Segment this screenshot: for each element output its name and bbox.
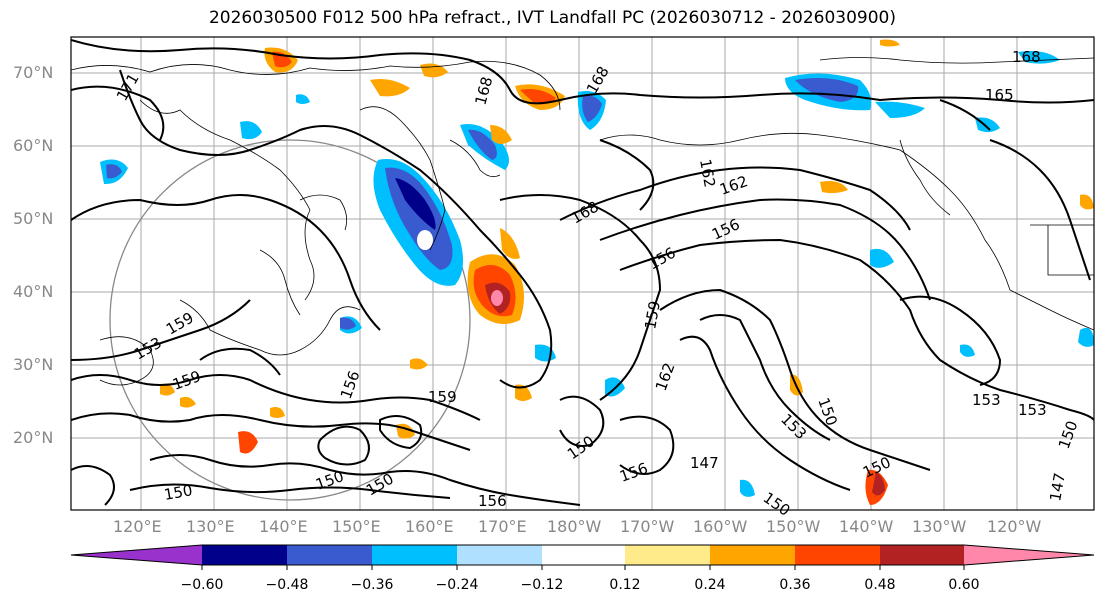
contour-label: 168 (1012, 48, 1041, 66)
lon-label: 170°E (478, 517, 527, 536)
lon-label: 150°E (332, 517, 381, 536)
lat-label: 60°N (13, 136, 54, 155)
pc-shading (100, 39, 1094, 505)
lon-label: 130°E (186, 517, 235, 536)
lon-label: 140°E (259, 517, 308, 536)
lon-label: 130°W (912, 517, 967, 536)
contour-label: 153 (972, 391, 1001, 409)
lat-label: 30°N (13, 355, 54, 374)
lat-label: 40°N (13, 282, 54, 301)
colorbar-tick-label: −0.36 (350, 577, 394, 593)
colorbar-tick-label: 0.24 (694, 577, 726, 593)
contour-label: 147 (690, 454, 719, 472)
colorbar-tick-label: 0.48 (864, 577, 896, 593)
lat-label: 50°N (13, 209, 54, 228)
lon-label: 120°W (987, 517, 1042, 536)
coastlines (71, 57, 1094, 386)
colorbar-tick-label: −0.24 (435, 577, 479, 593)
contour-label: 162 (696, 158, 719, 189)
lon-label: 150°W (766, 517, 821, 536)
colorbar-segment (795, 545, 880, 565)
contour-label: 147 (1046, 471, 1069, 502)
colorbar-tick-label: −0.12 (520, 577, 564, 593)
range-circle (109, 139, 471, 501)
colorbar-tick-label: 0.12 (609, 577, 641, 593)
figure-title: 2026030500 F012 500 hPa refract., IVT La… (208, 8, 896, 28)
colorbar-segment (372, 545, 457, 565)
colorbar-right-arrow (964, 545, 1094, 565)
lon-label: 140°W (839, 517, 894, 536)
colorbar-segment (880, 545, 964, 565)
contour-label: 156 (478, 492, 507, 510)
lon-label: 160°E (405, 517, 454, 536)
contour-label: 159 (428, 388, 457, 406)
colorbar-tick-label: 0.60 (948, 577, 980, 593)
colorbar (70, 544, 1095, 570)
contour-label: 159 (641, 299, 664, 330)
colorbar-segment (287, 545, 372, 565)
colorbar-segment (457, 545, 542, 565)
map-frame (70, 36, 1095, 511)
lon-label: 180°W (547, 517, 602, 536)
colorbar-segment (625, 545, 710, 565)
lon-label: 170°W (620, 517, 675, 536)
contour-label: 153 (1018, 401, 1047, 419)
contour-label: 165 (985, 86, 1014, 104)
height-contours (71, 39, 1094, 506)
lon-label: 160°W (693, 517, 748, 536)
colorbar-tick-label: −0.60 (180, 577, 224, 593)
gridlines (71, 37, 1094, 510)
colorbar-left-arrow (71, 545, 202, 565)
lat-label: 20°N (13, 428, 54, 447)
colorbar-segment (542, 545, 625, 565)
lat-label: 70°N (13, 63, 54, 82)
colorbar-tick-label: −0.48 (265, 577, 309, 593)
colorbar-segment (202, 545, 287, 565)
contour-label: 150 (163, 481, 194, 504)
colorbar-tick-label: 0.36 (779, 577, 811, 593)
colorbar-segment (710, 545, 795, 565)
lon-label: 120°E (113, 517, 162, 536)
